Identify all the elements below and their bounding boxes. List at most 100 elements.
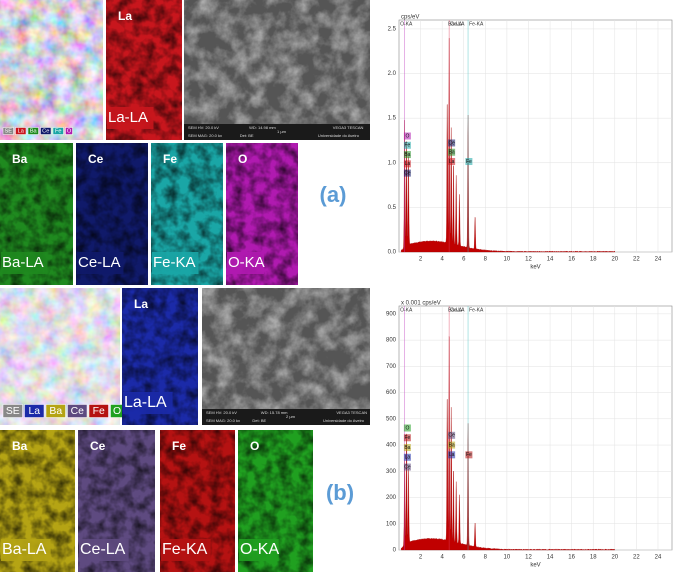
- x-tick-label: 6: [462, 257, 466, 263]
- y-tick-label: 1.5: [388, 116, 397, 122]
- peak-label: Fe: [466, 452, 472, 458]
- x-tick-label: 4: [440, 555, 444, 561]
- legend-label: Fe: [55, 128, 62, 134]
- y-tick-label: 200: [386, 495, 397, 501]
- peak-line-label: Fe-KA: [469, 307, 484, 313]
- sem-info: Det: BE: [252, 418, 266, 423]
- peak-label: La: [405, 455, 411, 461]
- map-element: O: [250, 439, 259, 453]
- sem-texture: [184, 0, 370, 124]
- x-tick-label: 24: [655, 257, 662, 263]
- y-tick-label: 900: [386, 311, 397, 317]
- peak-label: Ba: [449, 150, 455, 156]
- peak-label: Ba: [449, 442, 455, 448]
- map-tag: Ba-LA: [2, 254, 44, 271]
- map-element: Fe: [172, 439, 186, 453]
- plot-frame: [399, 20, 672, 252]
- x-tick-label: 10: [504, 555, 511, 561]
- y-tick-label: 0: [393, 548, 397, 554]
- sem-info: Universidade do Aveiro: [323, 418, 365, 423]
- x-tick-label: 12: [525, 555, 532, 561]
- x-tick-label: 12: [525, 257, 532, 263]
- x-tick-label: 16: [568, 257, 575, 263]
- x-tick-label: 18: [590, 257, 597, 263]
- y-tick-label: 400: [386, 443, 397, 449]
- x-tick-label: 8: [484, 257, 488, 263]
- x-tick-label: 22: [633, 555, 640, 561]
- x-tick-label: 14: [547, 257, 554, 263]
- map-element: Ce: [90, 439, 106, 453]
- y-tick-label: 0.5: [388, 205, 397, 211]
- legend-label: Ce: [71, 406, 85, 417]
- x-tick-label: 2: [419, 257, 423, 263]
- map-element: La: [118, 9, 132, 23]
- sem-info: 1 µm: [277, 129, 287, 134]
- sem-info: WD: 15.78 mm: [261, 410, 288, 415]
- map-element: Ba: [12, 152, 28, 166]
- x-tick-label: 16: [568, 555, 575, 561]
- sem-info: SEM MAG: 20.0 kx: [188, 133, 222, 138]
- peak-label: Ce: [448, 140, 455, 146]
- peak-label: Ce: [404, 464, 411, 470]
- y-tick-label: 100: [386, 521, 397, 527]
- peak-label: O: [405, 133, 409, 139]
- x-tick-label: 2: [419, 555, 423, 561]
- x-tick-label: 22: [633, 257, 640, 263]
- map-element: O: [238, 152, 247, 166]
- sem-info: WD: 14.98 mm: [249, 125, 276, 130]
- x-tick-label: 14: [547, 555, 554, 561]
- y-tick-label: 700: [386, 364, 397, 370]
- sem-info: Det: BE: [240, 133, 254, 138]
- x-tick-label: 4: [440, 257, 444, 263]
- peak-line-label: Fe-KA: [469, 21, 484, 27]
- peak-label: La: [449, 452, 455, 458]
- y-tick-label: 300: [386, 469, 397, 475]
- peak-line-label: O-KA: [400, 307, 413, 313]
- legend-label: Ba: [49, 406, 62, 417]
- peak-line-label: O-KA: [400, 21, 413, 27]
- map-tag: O-KA: [240, 541, 279, 558]
- peak-line-label: Ce-LA: [450, 21, 465, 27]
- peak-label: La: [449, 159, 455, 165]
- plot-frame: [399, 306, 672, 550]
- sem-info: SEM HV: 20.0 kV: [206, 410, 237, 415]
- sem-info: SEM HV: 20.0 kV: [188, 125, 219, 130]
- peak-label: O: [405, 425, 409, 431]
- x-tick-label: 24: [655, 555, 662, 561]
- peak-label: La: [405, 161, 411, 167]
- legend-label: Ce: [42, 128, 49, 134]
- peak-label: Ce: [404, 170, 411, 176]
- x-tick-label: 8: [484, 555, 488, 561]
- map-element: Fe: [163, 152, 177, 166]
- map-tag: La-LA: [108, 109, 148, 126]
- y-tick-label: 600: [386, 390, 397, 396]
- sem-info: VEGA3 TESCAN: [333, 125, 364, 130]
- legend-label: O: [113, 406, 121, 417]
- x-tick-label: 6: [462, 555, 466, 561]
- peak-label: Ce: [448, 433, 455, 439]
- legend-label: SE: [5, 128, 13, 134]
- legend-label: SE: [6, 406, 20, 417]
- y-tick-label: 1.0: [388, 160, 397, 166]
- y-tick-label: 2.5: [388, 27, 397, 33]
- peak-label: Ba: [404, 152, 410, 158]
- legend-label: O: [67, 128, 72, 134]
- panel-label: (b): [326, 480, 354, 505]
- peak-label: Fe: [404, 143, 410, 149]
- x-axis-label: keV: [530, 563, 540, 569]
- y-unit: cps/eV: [401, 15, 419, 21]
- x-tick-label: 10: [504, 257, 511, 263]
- legend-label: Ba: [30, 128, 38, 134]
- x-tick-label: 18: [590, 555, 597, 561]
- legend-label: La: [28, 406, 40, 417]
- map-element: Ba: [12, 439, 28, 453]
- peak-label: Fe: [404, 435, 410, 441]
- peak-label: Fe: [466, 159, 472, 165]
- sem-info: VEGA3 TESCAN: [336, 410, 367, 415]
- sem-info: 2 µm: [286, 414, 296, 419]
- composite-overlay: [0, 0, 103, 140]
- sem-info: Universidade do Aveiro: [318, 133, 360, 138]
- map-element: La: [134, 297, 148, 311]
- map-tag: Fe-KA: [162, 541, 208, 558]
